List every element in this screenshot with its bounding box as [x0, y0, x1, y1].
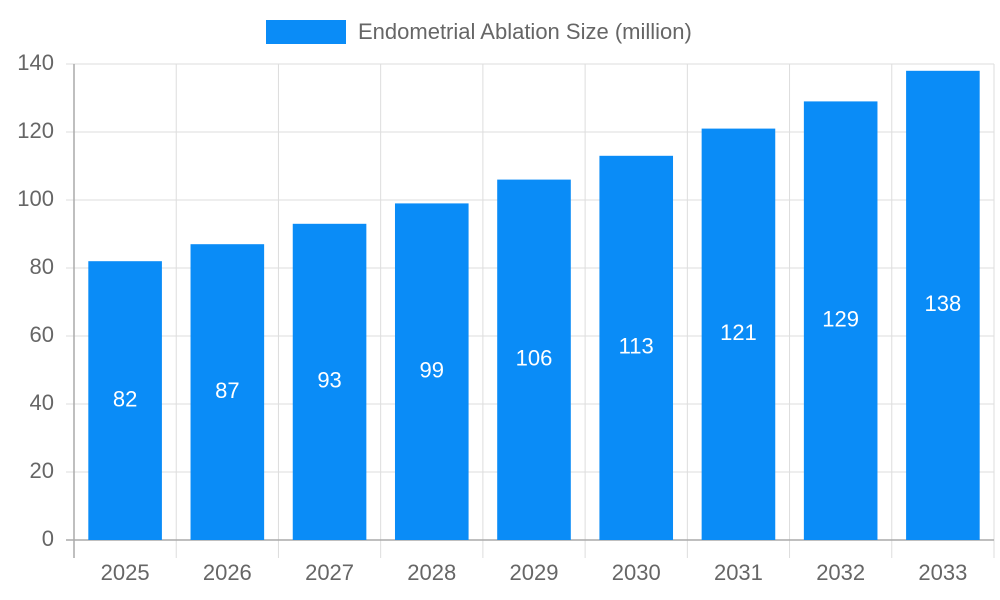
y-tick-label: 100 [17, 186, 54, 211]
y-tick-label: 120 [17, 118, 54, 143]
data-label: 113 [619, 334, 654, 359]
y-tick-label: 20 [30, 458, 54, 483]
x-tick-label: 2031 [714, 560, 763, 585]
data-label: 138 [925, 291, 962, 316]
x-tick-label: 2025 [101, 560, 150, 585]
data-label: 106 [516, 346, 553, 371]
bar [394, 203, 469, 540]
data-label: 82 [113, 386, 137, 411]
bar [88, 261, 162, 540]
data-label: 93 [317, 368, 341, 393]
y-tick-label: 0 [42, 526, 54, 551]
x-tick-label: 2032 [816, 560, 865, 585]
legend-label: Endometrial Ablation Size (million) [358, 19, 692, 44]
y-tick-label: 60 [30, 322, 54, 347]
x-tick-label: 2030 [612, 560, 661, 585]
y-tick-label: 40 [30, 390, 54, 415]
legend-swatch [266, 20, 346, 44]
data-label: 99 [420, 358, 444, 383]
y-tick-label: 140 [17, 50, 54, 75]
bar [906, 70, 980, 541]
x-tick-label: 2029 [510, 560, 559, 585]
bar [701, 128, 776, 540]
data-label: 87 [215, 378, 239, 403]
bar [803, 101, 878, 541]
data-label: 121 [720, 320, 757, 345]
x-tick-label: 2033 [918, 560, 967, 585]
data-label: 129 [822, 307, 859, 332]
bar [599, 155, 674, 541]
x-tick-label: 2028 [407, 560, 456, 585]
x-tick-label: 2026 [203, 560, 252, 585]
bar [497, 179, 571, 540]
x-tick-label: 2027 [305, 560, 354, 585]
bar [190, 244, 265, 540]
bar [292, 223, 367, 541]
y-tick-label: 80 [30, 254, 54, 279]
